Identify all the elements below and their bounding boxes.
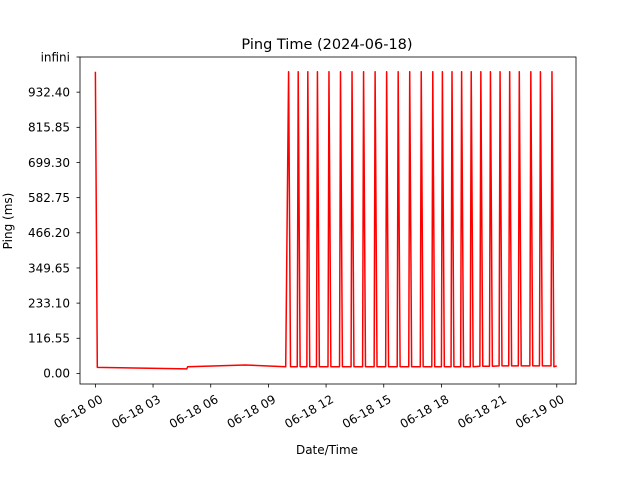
chart-title: Ping Time (2024-06-18) xyxy=(241,37,412,53)
ping-series-line xyxy=(94,71,558,370)
y-tick-label: 466.20 xyxy=(28,226,70,240)
x-tick-label: 06-18 03 xyxy=(109,392,163,431)
y-tick-label: 582.75 xyxy=(28,191,70,205)
x-tick-label: 06-18 09 xyxy=(225,392,279,431)
x-tick-label: 06-18 12 xyxy=(282,392,336,431)
x-tick-label: 06-19 00 xyxy=(513,392,567,431)
x-tick-label: 06-18 15 xyxy=(340,392,394,431)
plot-frame xyxy=(79,56,577,385)
y-tick-label: 349.65 xyxy=(28,261,70,275)
y-tick-label: 699.30 xyxy=(28,156,70,170)
y-tick-label: 932.40 xyxy=(28,85,70,99)
x-tick-label: 06-18 21 xyxy=(455,392,509,431)
x-axis-title: Date/Time xyxy=(296,443,358,457)
x-tick-label: 06-18 00 xyxy=(52,392,106,431)
y-tick-label: infini xyxy=(41,50,70,64)
y-tick-label: 116.55 xyxy=(28,332,70,346)
x-tick-label: 06-18 06 xyxy=(167,392,221,431)
y-axis-title: Ping (ms) xyxy=(1,193,15,250)
y-tick-label: 815.85 xyxy=(28,121,70,135)
x-tick-label: 06-18 18 xyxy=(398,392,452,431)
y-tick-label: 0.00 xyxy=(43,367,70,381)
plot-area: 0.00 116.55 233.10 349.65 466.20 582.75 699.30… xyxy=(28,50,577,431)
y-tick-label: 233.10 xyxy=(28,296,70,310)
